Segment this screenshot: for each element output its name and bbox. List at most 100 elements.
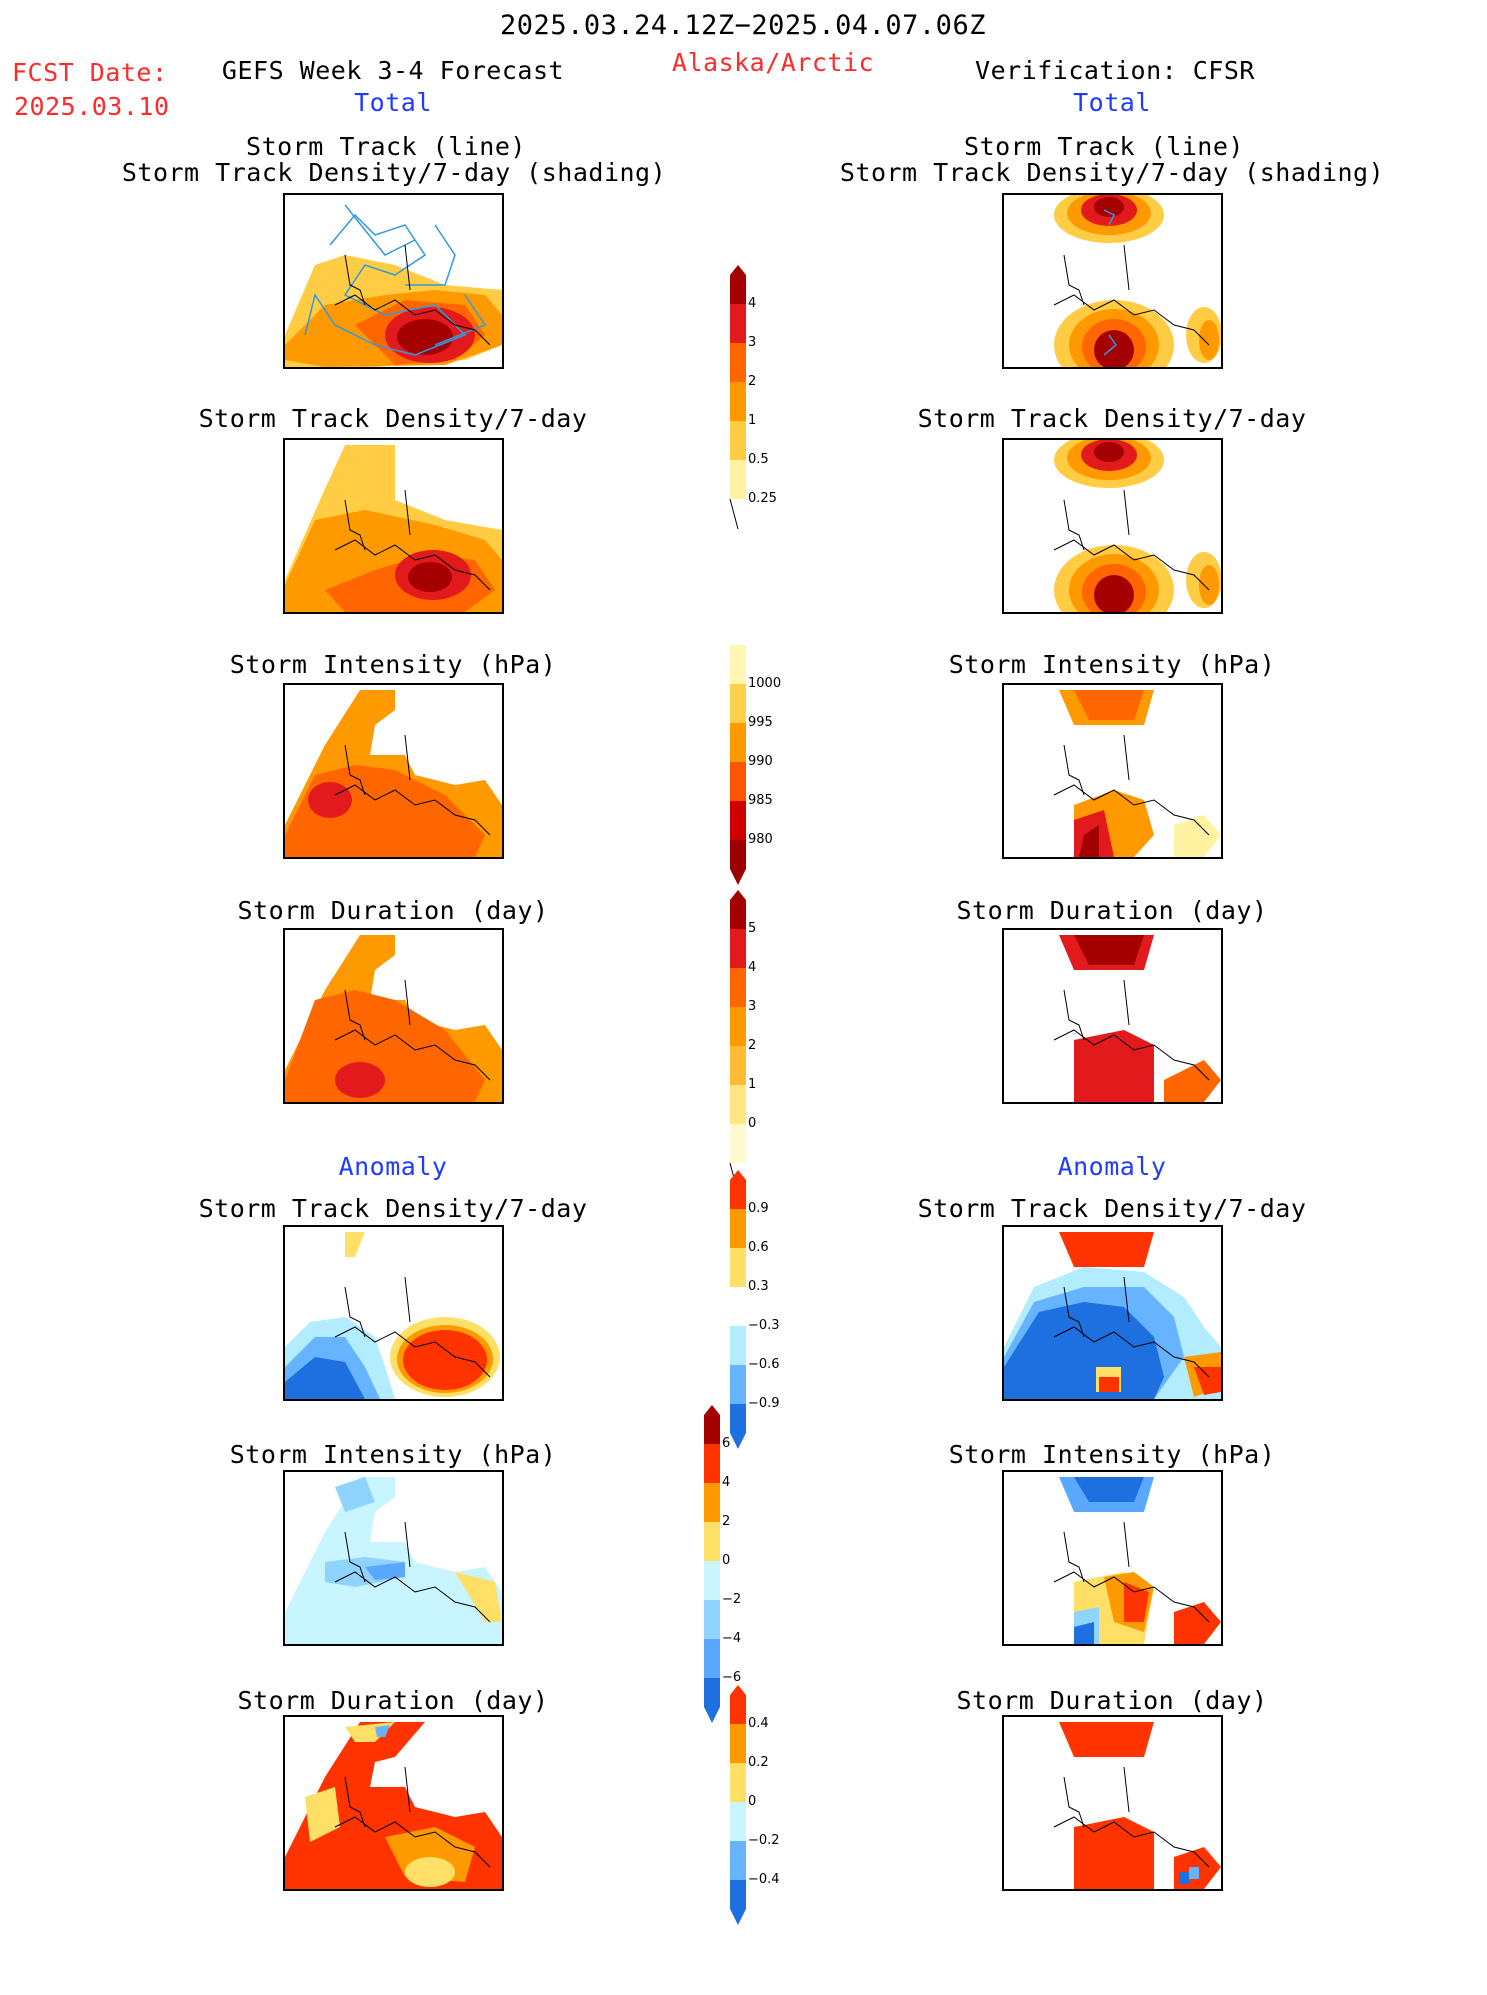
- duration-label: 3: [748, 999, 757, 1014]
- left-duration-title: Storm Duration (day): [237, 896, 549, 925]
- density-swatch: [730, 343, 746, 382]
- left-anom-intensity-panel: [283, 1470, 504, 1646]
- right-total-label: Total: [1073, 88, 1151, 117]
- left-duration-panel: [283, 928, 504, 1104]
- left-anom-intensity-title: Storm Intensity (hPa): [229, 1440, 557, 1469]
- anom-density-swatch: [730, 1248, 746, 1287]
- density-label: 0.25: [748, 491, 777, 506]
- anom-density-swatch: [730, 1209, 746, 1248]
- anom-intensity-swatch: [704, 1483, 720, 1522]
- anom-intensity-swatch: [704, 1600, 720, 1639]
- anom-density-label: −0.9: [748, 1396, 780, 1411]
- anom-density-swatch: [730, 1365, 746, 1404]
- duration-swatch: [730, 968, 746, 1007]
- anom-density-swatch: [730, 1404, 746, 1449]
- right-intensity-title: Storm Intensity (hPa): [948, 650, 1276, 679]
- density-swatch: [730, 382, 746, 421]
- intensity-swatch: [730, 684, 746, 723]
- right-anomaly-label: Anomaly: [1057, 1152, 1167, 1181]
- duration-label: 4: [748, 960, 757, 975]
- anom-density-label: 0.9: [748, 1201, 769, 1216]
- density-label: 1: [748, 413, 757, 428]
- density-swatch: [730, 304, 746, 343]
- duration-colorbar: [729, 890, 746, 1194]
- anom-intensity-colorbar: [704, 1405, 720, 1723]
- anom-density-swatch: [730, 1326, 746, 1365]
- anom-duration-label: 0.2: [748, 1755, 769, 1770]
- right-anom-duration-panel: [1002, 1715, 1223, 1891]
- density-label: 3: [748, 335, 757, 350]
- date-range-title: 2025.03.24.12Z−2025.04.07.06Z: [500, 10, 986, 41]
- duration-label: 1: [748, 1077, 757, 1092]
- anom-duration-swatch: [730, 1802, 746, 1841]
- left-intensity-title: Storm Intensity (hPa): [229, 650, 557, 679]
- anom-duration-label: −0.2: [748, 1833, 780, 1848]
- anom-duration-swatch: [730, 1763, 746, 1802]
- anom-density-colorbar: [730, 1170, 746, 1449]
- right-density-title: Storm Track Density/7-day: [917, 404, 1307, 433]
- anom-duration-swatch: [730, 1724, 746, 1763]
- anom-intensity-swatch: [704, 1639, 720, 1678]
- duration-swatch: [730, 929, 746, 968]
- left-intensity-panel: [283, 683, 504, 859]
- anom-intensity-label: 2: [722, 1514, 731, 1529]
- density-label: 4: [748, 296, 757, 311]
- anom-intensity-swatch: [704, 1405, 720, 1444]
- duration-swatch: [730, 890, 746, 929]
- duration-label: 2: [748, 1038, 757, 1053]
- anom-density-label: −0.3: [748, 1318, 780, 1333]
- anom-intensity-label: 4: [722, 1475, 731, 1490]
- right-anom-density-title: Storm Track Density/7-day: [917, 1194, 1307, 1223]
- anom-intensity-swatch: [704, 1561, 720, 1600]
- left-track-line-title: Storm Track (line): [246, 132, 526, 161]
- density-label: 2: [748, 374, 757, 389]
- left-density-panel: [283, 438, 504, 614]
- anom-intensity-swatch: [704, 1522, 720, 1561]
- duration-swatch: [730, 1124, 746, 1163]
- density-tail: [729, 498, 739, 530]
- intensity-label: 995: [748, 715, 773, 730]
- density-swatch: [730, 421, 746, 460]
- verification-title: Verification: CFSR: [975, 56, 1255, 85]
- anom-intensity-swatch: [704, 1444, 720, 1483]
- anom-duration-swatch: [730, 1880, 746, 1925]
- intensity-label: 980: [748, 832, 773, 847]
- intensity-swatch: [730, 762, 746, 801]
- model-title: GEFS Week 3-4 Forecast: [221, 56, 565, 85]
- right-duration-title: Storm Duration (day): [956, 896, 1268, 925]
- intensity-label: 1000: [748, 676, 782, 691]
- anom-density-label: −0.6: [748, 1357, 780, 1372]
- anom-intensity-label: −6: [722, 1670, 742, 1685]
- anom-density-swatch: [730, 1170, 746, 1209]
- right-anom-intensity-title: Storm Intensity (hPa): [948, 1440, 1276, 1469]
- anom-duration-label: 0: [748, 1794, 757, 1809]
- density-label: 0.5: [748, 452, 769, 467]
- fcst-date-label: FCST Date:: [12, 58, 168, 87]
- anom-density-swatch: [730, 1287, 746, 1326]
- left-anom-duration-panel: [283, 1715, 504, 1891]
- anom-intensity-label: −4: [722, 1631, 742, 1646]
- left-track-panel: [283, 193, 504, 369]
- anom-intensity-swatch: [704, 1678, 720, 1723]
- left-anom-density-title: Storm Track Density/7-day: [198, 1194, 588, 1223]
- anom-density-label: 0.3: [748, 1279, 769, 1294]
- duration-label: 5: [748, 921, 757, 936]
- density-colorbar: [729, 265, 746, 530]
- duration-swatch: [730, 1046, 746, 1085]
- intensity-swatch: [730, 840, 746, 885]
- right-track-panel: [1002, 193, 1223, 369]
- anom-duration-swatch: [730, 1685, 746, 1724]
- anom-intensity-label: 0: [722, 1553, 731, 1568]
- left-anomaly-label: Anomaly: [338, 1152, 448, 1181]
- anom-duration-colorbar: [730, 1685, 746, 1925]
- intensity-swatch: [730, 801, 746, 840]
- right-anom-duration-title: Storm Duration (day): [956, 1686, 1268, 1715]
- right-duration-panel: [1002, 928, 1223, 1104]
- anom-duration-swatch: [730, 1841, 746, 1880]
- intensity-colorbar: [730, 645, 746, 885]
- duration-swatch: [730, 1007, 746, 1046]
- intensity-label: 985: [748, 793, 773, 808]
- left-track-shading-title: Storm Track Density/7-day (shading): [121, 158, 667, 187]
- region-title: Alaska/Arctic: [671, 48, 875, 77]
- anom-density-label: 0.6: [748, 1240, 769, 1255]
